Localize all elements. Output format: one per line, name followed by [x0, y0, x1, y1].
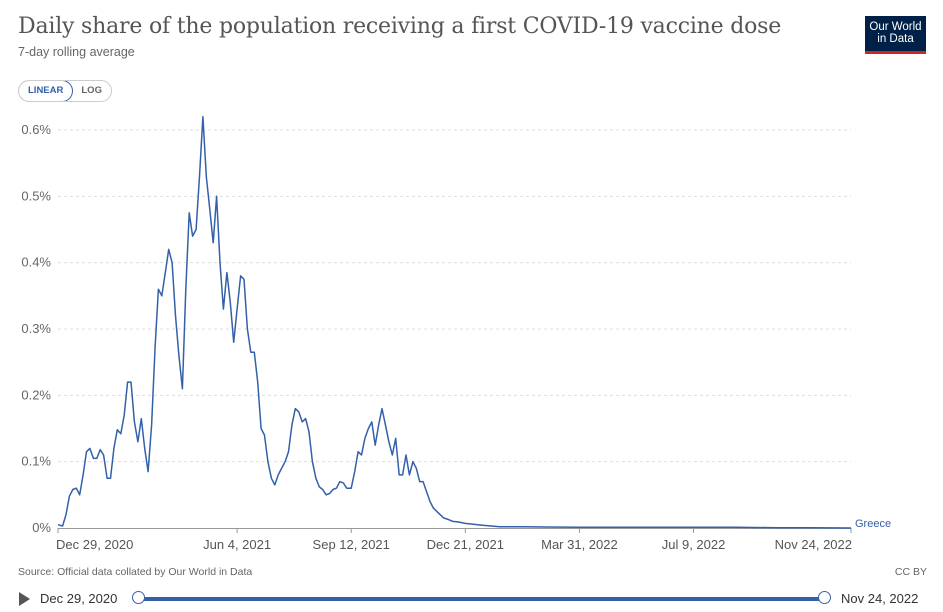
series-line-greece [57, 115, 852, 529]
source-note[interactable]: Source: Official data collated by Our Wo… [18, 566, 253, 578]
y-tick-label: 0.5% [21, 188, 51, 203]
license-label[interactable]: CC BY [894, 566, 927, 578]
owid-logo[interactable]: Our World in Data [865, 16, 926, 54]
log-scale-button[interactable]: LOG [81, 85, 102, 96]
series-label: Greece [855, 518, 891, 530]
y-tick-label: 0.4% [21, 255, 51, 270]
timeline: Dec 29, 2020 Nov 24, 2022 [0, 588, 943, 610]
logo-line-1: Our World [869, 21, 922, 33]
x-tick-label: Dec 21, 2021 [427, 537, 504, 552]
chart-title: Daily share of the population receiving … [18, 14, 782, 39]
play-icon[interactable] [19, 592, 30, 606]
timeline-end-label: Nov 24, 2022 [841, 591, 919, 606]
y-tick-label: 0.2% [21, 387, 51, 402]
x-tick-label: Dec 29, 2020 [56, 537, 133, 552]
chart-subtitle: 7-day rolling average [18, 45, 135, 59]
timeline-start-handle[interactable] [132, 591, 145, 604]
x-tick-label: Nov 24, 2022 [775, 537, 852, 552]
timeline-end-handle[interactable] [818, 591, 831, 604]
linear-scale-button[interactable]: LINEAR [18, 81, 74, 101]
timeline-track[interactable] [138, 597, 826, 601]
x-tick-label: Sep 12, 2021 [313, 537, 390, 552]
x-tick-label: Mar 31, 2022 [541, 537, 618, 552]
timeline-start-label: Dec 29, 2020 [40, 591, 118, 606]
y-tick-label: 0.1% [21, 454, 51, 469]
scale-toggle: LINEAR LOG [18, 80, 112, 102]
x-tick-label: Jul 9, 2022 [662, 537, 726, 552]
logo-line-2: in Data [877, 33, 914, 45]
y-tick-label: 0% [32, 520, 51, 535]
y-tick-label: 0.6% [21, 122, 51, 137]
x-tick-label: Jun 4, 2021 [203, 537, 271, 552]
y-tick-label: 0.3% [21, 321, 51, 336]
